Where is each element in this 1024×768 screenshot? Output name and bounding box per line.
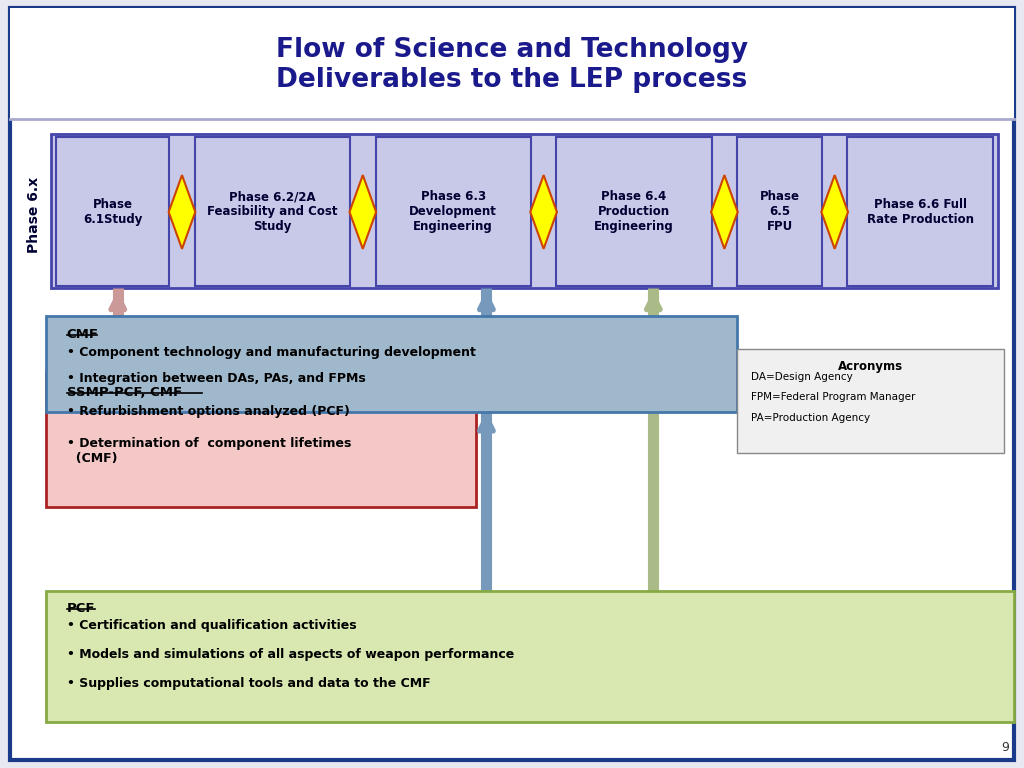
- Text: PA=Production Agency: PA=Production Agency: [751, 413, 869, 423]
- Text: FPM=Federal Program Manager: FPM=Federal Program Manager: [751, 392, 915, 402]
- Text: Phase 6.2/2A
Feasibility and Cost
Study: Phase 6.2/2A Feasibility and Cost Study: [207, 190, 338, 233]
- Text: Acronyms: Acronyms: [838, 360, 903, 373]
- Text: CMF: CMF: [67, 328, 98, 341]
- FancyBboxPatch shape: [46, 372, 476, 507]
- Text: Flow of Science and Technology
Deliverables to the LEP process: Flow of Science and Technology Deliverab…: [275, 38, 749, 93]
- Bar: [10, 8, 1014, 119]
- Text: DA=Design Agency: DA=Design Agency: [751, 372, 852, 382]
- Text: • Supplies computational tools and data to the CMF: • Supplies computational tools and data …: [67, 677, 430, 690]
- Bar: [737, 137, 822, 286]
- FancyBboxPatch shape: [10, 8, 1014, 760]
- Polygon shape: [349, 175, 376, 249]
- Text: • Component technology and manufacturing development: • Component technology and manufacturing…: [67, 346, 475, 359]
- Text: Phase 6.4
Production
Engineering: Phase 6.4 Production Engineering: [594, 190, 674, 233]
- FancyBboxPatch shape: [737, 349, 1004, 453]
- Text: 9: 9: [1000, 741, 1009, 754]
- Text: Phase 6.x: Phase 6.x: [27, 177, 41, 253]
- Bar: [51, 134, 998, 288]
- Text: Phase 6.6 Full
Rate Production: Phase 6.6 Full Rate Production: [867, 198, 974, 226]
- Bar: [556, 137, 712, 286]
- Text: SSMP-PCF, CMF: SSMP-PCF, CMF: [67, 386, 181, 399]
- Text: Phase
6.5
FPU: Phase 6.5 FPU: [760, 190, 800, 233]
- Text: • Refurbishment options analyzed (PCF): • Refurbishment options analyzed (PCF): [67, 405, 349, 418]
- FancyBboxPatch shape: [46, 316, 737, 412]
- Bar: [195, 137, 350, 286]
- Bar: [376, 137, 530, 286]
- Text: • Integration between DAs, PAs, and FPMs: • Integration between DAs, PAs, and FPMs: [67, 372, 366, 385]
- Text: Phase 6.3
Development
Engineering: Phase 6.3 Development Engineering: [410, 190, 497, 233]
- Polygon shape: [821, 175, 848, 249]
- Polygon shape: [169, 175, 196, 249]
- Text: PCF: PCF: [67, 602, 95, 615]
- Bar: [56, 137, 169, 286]
- FancyBboxPatch shape: [46, 591, 1014, 722]
- Polygon shape: [711, 175, 737, 249]
- Text: • Models and simulations of all aspects of weapon performance: • Models and simulations of all aspects …: [67, 648, 514, 661]
- Polygon shape: [530, 175, 557, 249]
- Bar: [848, 137, 993, 286]
- Text: • Certification and qualification activities: • Certification and qualification activi…: [67, 619, 356, 632]
- Text: • Determination of  component lifetimes
  (CMF): • Determination of component lifetimes (…: [67, 437, 351, 465]
- Text: Phase
6.1Study: Phase 6.1Study: [83, 198, 142, 226]
